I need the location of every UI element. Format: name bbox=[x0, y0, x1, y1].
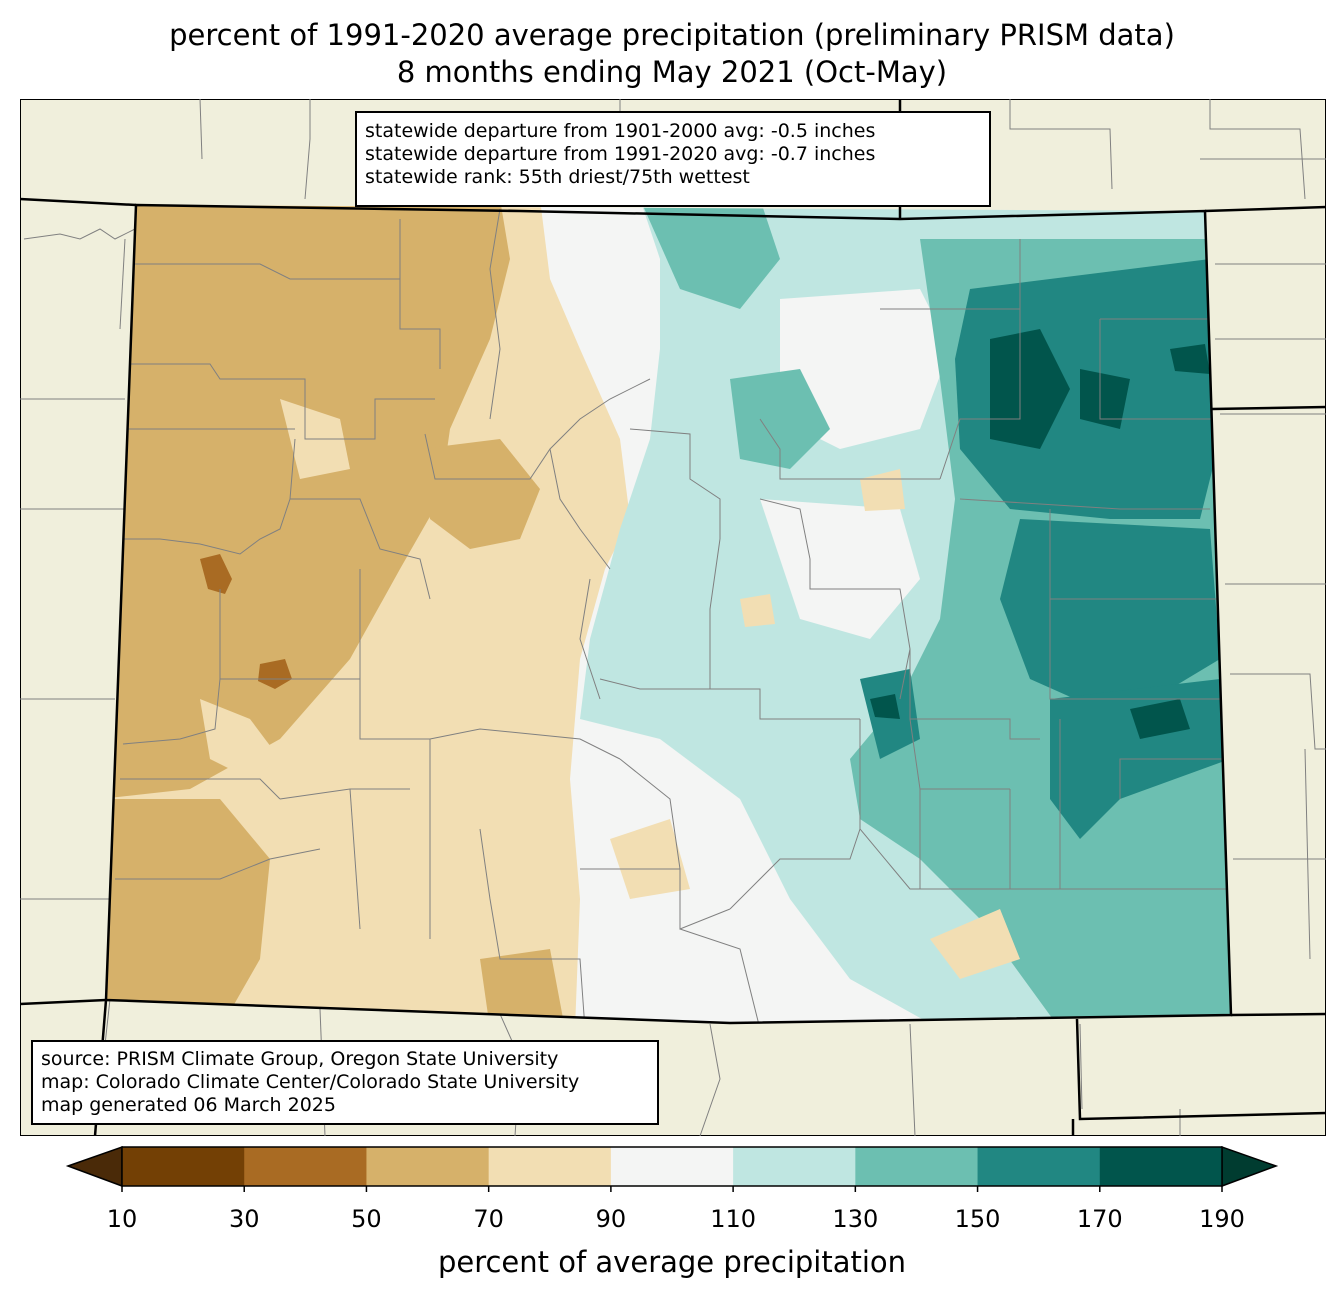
colorbar-tick-label: 70 bbox=[473, 1205, 504, 1233]
colorbar bbox=[65, 1145, 1279, 1192]
stats-line-1991-2020: statewide departure from 1991-2020 avg: … bbox=[365, 143, 876, 165]
colorbar-tick-label: 50 bbox=[351, 1205, 382, 1233]
credits-generated: map generated 06 March 2025 bbox=[41, 1094, 336, 1116]
colorbar-tick-marks bbox=[121, 1186, 1223, 1192]
colorbar-over-arrow bbox=[1221, 1145, 1279, 1188]
colorado-county-lines bbox=[115, 208, 1231, 1023]
colorbar-label: percent of average precipitation bbox=[437, 1245, 907, 1279]
colorbar-segment bbox=[977, 1147, 1101, 1186]
colorbar-segment bbox=[610, 1147, 734, 1186]
colorbar-segment bbox=[488, 1147, 612, 1186]
colorbar-tick-label: 130 bbox=[832, 1205, 879, 1233]
colorbar-tick-label: 90 bbox=[595, 1205, 627, 1233]
credits-source: source: PRISM Climate Group, Oregon Stat… bbox=[41, 1048, 559, 1070]
colorbar-segment bbox=[855, 1147, 979, 1186]
colorbar-tick-label: 170 bbox=[1076, 1205, 1123, 1233]
colorbar-segment bbox=[366, 1147, 490, 1186]
colorbar-segment bbox=[122, 1147, 245, 1186]
stats-line-rank: statewide rank: 55th driest/75th wettest bbox=[365, 166, 750, 188]
colorbar-outline bbox=[121, 1146, 1223, 1187]
precipitation-field bbox=[106, 205, 1231, 1023]
colorbar-segment bbox=[733, 1147, 856, 1186]
precipitation-map bbox=[20, 99, 1326, 1136]
credits-map: map: Colorado Climate Center/Colorado St… bbox=[41, 1071, 580, 1093]
colorbar-tick-label: 110 bbox=[710, 1205, 757, 1233]
map-subtitle: 8 months ending May 2021 (Oct-May) bbox=[396, 55, 948, 89]
stats-line-1901-2000: statewide departure from 1901-2000 avg: … bbox=[365, 120, 876, 142]
colorbar-tick-label: 30 bbox=[228, 1205, 260, 1233]
colorbar-under-arrow bbox=[65, 1145, 123, 1188]
colorbar-segment bbox=[1099, 1147, 1223, 1186]
colorbar-segment bbox=[244, 1147, 367, 1186]
statewide-stats-box: statewide departure from 1901-2000 avg: … bbox=[355, 111, 991, 207]
state-borders bbox=[20, 99, 1326, 1136]
colorbar-tick-label: 10 bbox=[106, 1205, 138, 1233]
credits-box: source: PRISM Climate Group, Oregon Stat… bbox=[31, 1040, 659, 1125]
colorbar-tick-label: 150 bbox=[954, 1205, 1001, 1233]
map-title: percent of 1991-2020 average precipitati… bbox=[169, 18, 1175, 52]
colorbar-tick-label: 190 bbox=[1199, 1205, 1245, 1233]
colorbar-segments bbox=[122, 1147, 1223, 1186]
